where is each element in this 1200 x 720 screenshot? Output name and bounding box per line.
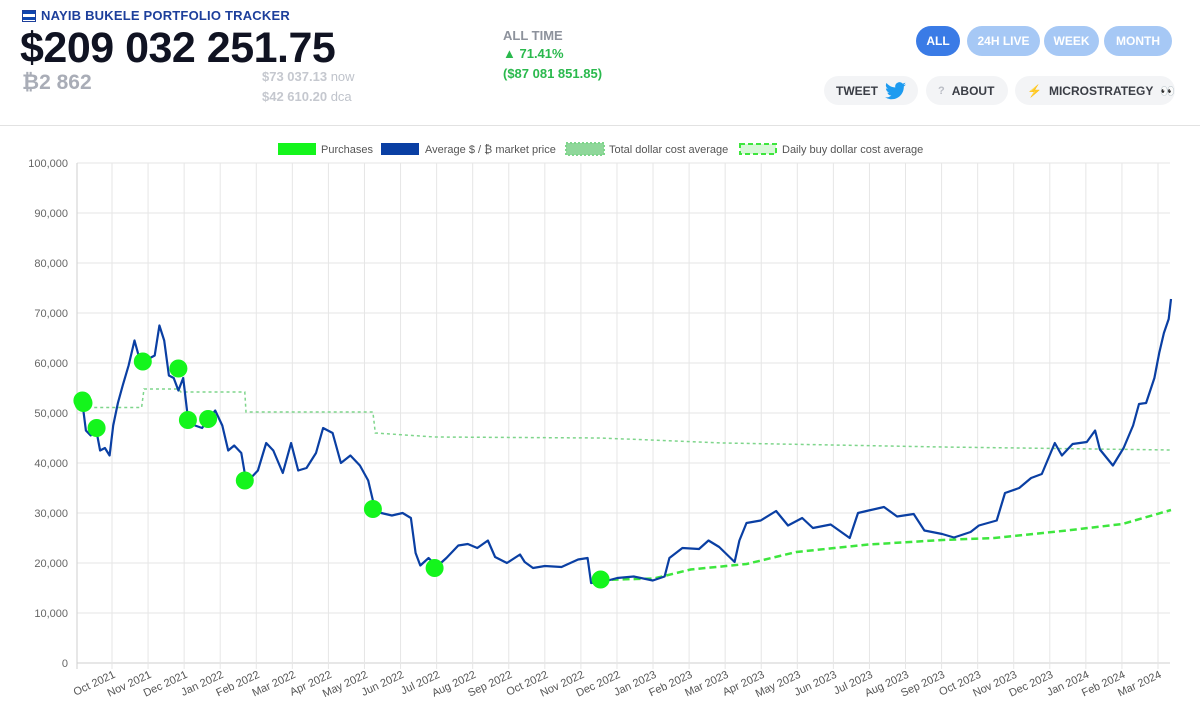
brand-title: NAYIB BUKELE PORTFOLIO TRACKER: [41, 8, 290, 23]
alltime-amount: ($87 081 851.85): [503, 66, 603, 81]
price-dca-label: dca: [330, 89, 352, 104]
total-dca-line: [82, 388, 1172, 451]
price-now-value: $73 037.13: [262, 69, 328, 84]
question-icon: ?: [938, 84, 945, 97]
y-tick-label: 20,000: [34, 558, 68, 570]
chart-grid: [76, 162, 1170, 669]
price-dca: $42 610.20 dca: [262, 89, 352, 104]
legend-swatch-market-price: [381, 143, 419, 155]
purchase-point: [235, 471, 254, 490]
purchase-point: [425, 559, 444, 577]
y-tick-label: 40,000: [34, 458, 68, 470]
tweet-label: TWEET: [836, 83, 878, 98]
purchase-point: [87, 419, 106, 437]
microstrategy-label: MICROSTRATEGY: [1048, 83, 1154, 98]
legend-swatch-daily-dca: [739, 143, 777, 155]
lightning-icon: ⚡: [1027, 83, 1042, 98]
el-salvador-flag-icon: [22, 9, 36, 22]
purchase-point: [591, 570, 610, 589]
eyes-icon: 👀: [1160, 83, 1176, 98]
brand: NAYIB BUKELE PORTFOLIO TRACKER: [22, 8, 290, 23]
legend-swatch-total-dca: [565, 142, 605, 156]
y-tick-label: 50,000: [34, 408, 68, 420]
legend-swatch-purchases: [278, 143, 316, 155]
portfolio-value: $209 032 251.75: [20, 24, 336, 72]
tweet-button[interactable]: TWEET: [824, 76, 918, 105]
y-tick-label: 70,000: [34, 308, 68, 320]
purchase-point: [178, 411, 197, 429]
btc-holdings: ₿2 862: [22, 71, 92, 94]
y-tick-label: 100,000: [28, 158, 68, 170]
price-now-label: now: [330, 69, 355, 84]
y-tick-label: 10,000: [34, 608, 68, 620]
alltime-percent: ▲ 71.41%: [503, 46, 564, 61]
daily-dca-line: [600, 508, 1172, 582]
about-label: ABOUT: [951, 83, 995, 98]
purchase-point: [363, 500, 382, 518]
y-tick-label: 60,000: [34, 358, 68, 370]
period-24h-live-button[interactable]: 24H LIVE: [967, 26, 1040, 56]
y-tick-label: 0: [62, 658, 68, 670]
y-tick-label: 80,000: [34, 258, 68, 270]
twitter-bird-icon: [885, 81, 906, 99]
period-month-button[interactable]: MONTH: [1104, 26, 1172, 56]
legend-label: Average $ / ₿ market price: [425, 144, 556, 156]
legend-label: Daily buy dollar cost average: [782, 144, 923, 156]
purchase-point: [74, 394, 93, 412]
purchase-point: [169, 359, 188, 378]
price-now: $73 037.13 now: [262, 69, 355, 84]
y-tick-label: 90,000: [34, 208, 68, 220]
purchase-point: [133, 352, 152, 371]
about-button[interactable]: ? ABOUT: [926, 76, 1008, 105]
microstrategy-button[interactable]: ⚡ MICROSTRATEGY 👀: [1015, 76, 1175, 105]
alltime-label: ALL TIME: [503, 28, 563, 43]
y-axis-ticks: 0 10,000 20,000 30,000 40,000 50,000 60,000 70,…: [28, 158, 68, 670]
legend-label: Purchases: [321, 144, 373, 156]
price-dca-value: $42 610.20: [262, 89, 328, 104]
chart-legend: Purchases Average $ / ₿ market price Total…: [278, 142, 923, 156]
chart-series: [73, 298, 1173, 589]
y-tick-label: 30,000: [34, 508, 68, 520]
legend-label: Total dollar cost average: [609, 144, 728, 156]
period-week-button[interactable]: WEEK: [1044, 26, 1099, 56]
market-price-line: [81, 298, 1173, 585]
purchase-point: [199, 410, 218, 428]
header: NAYIB BUKELE PORTFOLIO TRACKER $209 032 …: [0, 0, 1200, 126]
period-all-button[interactable]: ALL: [916, 26, 960, 56]
price-chart: Purchases Average $ / ₿ market price Total…: [28, 142, 1173, 700]
